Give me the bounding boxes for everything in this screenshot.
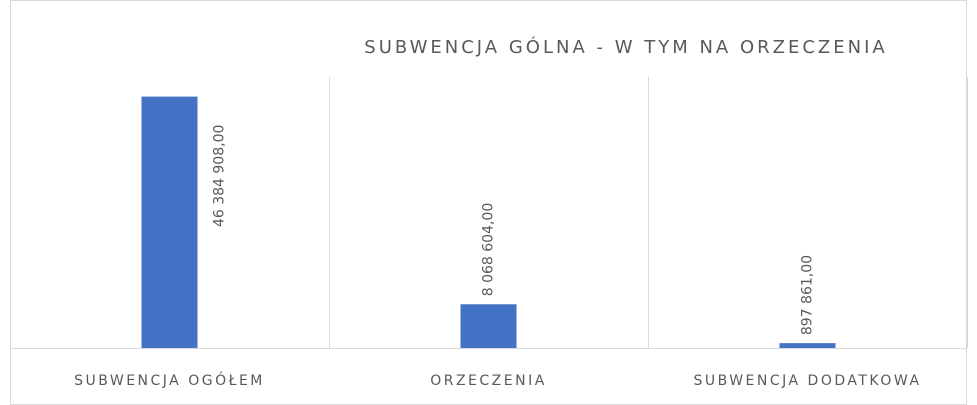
x-tick-label: SUBWENCJA OGÓŁEM [74,371,265,389]
bar [141,96,198,348]
data-label: 46 384 908,00 [212,125,228,227]
x-tick-label: ORZECZENIA [430,373,547,389]
chart-title: SUBWENCJA GÓLNA - W TYM NA ORZECZENIA [364,36,887,58]
bar [460,304,517,348]
data-label: 8 068 604,00 [481,203,497,297]
bar [779,343,836,348]
x-tick-label: SUBWENCJA DODATKOWA [693,373,921,389]
data-label: 897 861,00 [800,255,816,335]
